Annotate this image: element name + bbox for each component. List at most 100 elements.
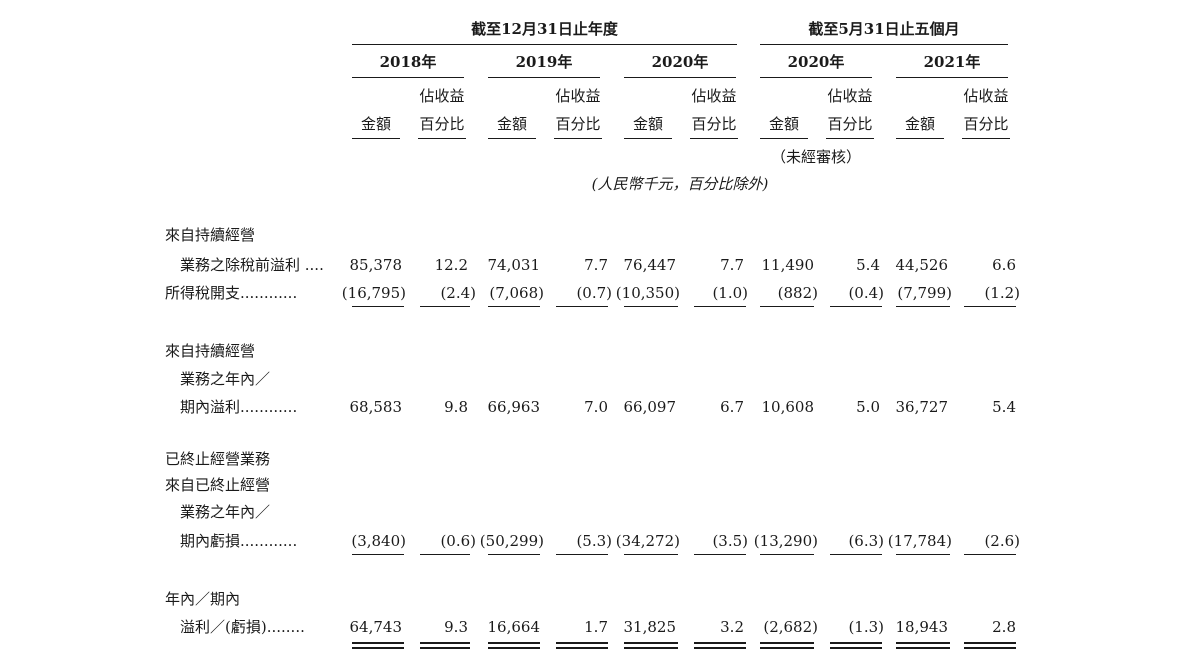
year-header: 2021年 bbox=[923, 53, 981, 71]
header-rule-full-year bbox=[352, 44, 737, 45]
row-label: 業務之年內／ bbox=[180, 370, 271, 388]
total-double-rule bbox=[964, 642, 1016, 649]
period-header-five-months: 截至5月31日止五個月 bbox=[808, 20, 960, 38]
subtotal-rule bbox=[352, 306, 404, 307]
percent-cell: 12.2 bbox=[434, 256, 468, 274]
amount-cell: (7,799) bbox=[897, 284, 952, 302]
percent-cell: (1.3) bbox=[848, 618, 884, 636]
amount-cell: (7,068) bbox=[489, 284, 544, 302]
subheader-rule bbox=[352, 138, 400, 139]
pct-col-header-line1: 佔收益 bbox=[963, 87, 1009, 105]
percent-cell: 7.7 bbox=[584, 256, 608, 274]
row-label: 期內溢利............ bbox=[180, 398, 298, 416]
pct-col-header-line2: 百分比 bbox=[555, 115, 601, 133]
subtotal-rule bbox=[624, 306, 678, 307]
amount-cell: 66,963 bbox=[487, 398, 541, 416]
total-double-rule bbox=[830, 642, 882, 649]
percent-cell: (0.4) bbox=[848, 284, 884, 302]
subtotal-rule bbox=[964, 554, 1016, 555]
amount-cell: 16,664 bbox=[487, 618, 541, 636]
amount-cell: (16,795) bbox=[341, 284, 406, 302]
amount-cell: 31,825 bbox=[623, 618, 677, 636]
percent-cell: (3.5) bbox=[712, 532, 748, 550]
amount-cell: 68,583 bbox=[349, 398, 403, 416]
subtotal-rule bbox=[830, 554, 882, 555]
unaudited-note: （未經審核） bbox=[770, 148, 861, 166]
percent-cell: (6.3) bbox=[848, 532, 884, 550]
row-label: 來自已終止經營 bbox=[165, 476, 271, 494]
amount-cell: 66,097 bbox=[623, 398, 677, 416]
amount-cell: (10,350) bbox=[615, 284, 680, 302]
amount-cell: 64,743 bbox=[349, 618, 403, 636]
percent-cell: 2.8 bbox=[992, 618, 1016, 636]
amount-cell: (3,840) bbox=[351, 532, 406, 550]
amount-cell: (17,784) bbox=[887, 532, 952, 550]
percent-cell: (0.6) bbox=[440, 532, 476, 550]
row-label: 所得稅開支............ bbox=[165, 284, 298, 302]
percent-cell: (2.4) bbox=[440, 284, 476, 302]
subtotal-rule bbox=[556, 306, 608, 307]
amount-cell: 85,378 bbox=[349, 256, 403, 274]
total-double-rule bbox=[420, 642, 470, 649]
subtotal-rule bbox=[694, 306, 746, 307]
subheader-rule bbox=[624, 138, 672, 139]
total-double-rule bbox=[624, 642, 678, 649]
subtotal-rule bbox=[488, 306, 540, 307]
header-rule-five-months bbox=[760, 44, 1008, 45]
subheader-rule bbox=[760, 138, 808, 139]
amount-col-header: 金額 bbox=[632, 115, 663, 133]
percent-cell: 6.7 bbox=[720, 398, 744, 416]
unit-note: (人民幣千元，百分比除外) bbox=[591, 175, 769, 193]
percent-cell: (1.2) bbox=[984, 284, 1020, 302]
subheader-rule bbox=[554, 138, 602, 139]
amount-cell: (2,682) bbox=[763, 618, 818, 636]
total-double-rule bbox=[760, 642, 814, 649]
amount-cell: 76,447 bbox=[623, 256, 677, 274]
subtotal-rule bbox=[830, 306, 882, 307]
year-rule bbox=[760, 77, 872, 78]
subheader-rule bbox=[690, 138, 738, 139]
subtotal-rule bbox=[896, 306, 950, 307]
subtotal-rule bbox=[420, 554, 470, 555]
subtotal-rule bbox=[964, 306, 1016, 307]
amount-col-header: 金額 bbox=[360, 115, 391, 133]
pct-col-header-line2: 百分比 bbox=[691, 115, 737, 133]
pct-col-header-line1: 佔收益 bbox=[827, 87, 873, 105]
amount-cell: (50,299) bbox=[479, 532, 544, 550]
subheader-rule bbox=[418, 138, 466, 139]
subtotal-rule bbox=[352, 554, 404, 555]
amount-col-header: 金額 bbox=[768, 115, 799, 133]
amount-cell: (34,272) bbox=[615, 532, 680, 550]
percent-cell: 7.0 bbox=[584, 398, 608, 416]
pct-col-header-line1: 佔收益 bbox=[555, 87, 601, 105]
amount-cell: 74,031 bbox=[487, 256, 541, 274]
row-label: 溢利／(虧損)........ bbox=[180, 618, 305, 636]
percent-cell: (1.0) bbox=[712, 284, 748, 302]
row-label: 來自持續經營 bbox=[165, 342, 256, 360]
percent-cell: (5.3) bbox=[576, 532, 612, 550]
subtotal-rule bbox=[556, 554, 608, 555]
subtotal-rule bbox=[420, 306, 470, 307]
year-header: 2020年 bbox=[651, 53, 709, 71]
percent-cell: 7.7 bbox=[720, 256, 744, 274]
amount-cell: 10,608 bbox=[761, 398, 815, 416]
total-double-rule bbox=[488, 642, 540, 649]
row-label: 期內虧損............ bbox=[180, 532, 298, 550]
amount-cell: 44,526 bbox=[895, 256, 949, 274]
total-double-rule bbox=[352, 642, 404, 649]
period-header-full-year: 截至12月31日止年度 bbox=[471, 20, 618, 38]
amount-cell: 11,490 bbox=[761, 256, 815, 274]
year-rule bbox=[488, 77, 600, 78]
subtotal-rule bbox=[694, 554, 746, 555]
subtotal-rule bbox=[760, 554, 814, 555]
pct-col-header-line2: 百分比 bbox=[827, 115, 873, 133]
year-rule bbox=[352, 77, 464, 78]
subheader-rule bbox=[962, 138, 1010, 139]
row-label: 業務之除稅前溢利 .... bbox=[180, 256, 324, 274]
subheader-rule bbox=[826, 138, 874, 139]
percent-cell: 9.3 bbox=[444, 618, 468, 636]
year-rule bbox=[624, 77, 736, 78]
year-header: 2020年 bbox=[787, 53, 845, 71]
year-rule bbox=[896, 77, 1008, 78]
percent-cell: 3.2 bbox=[720, 618, 744, 636]
